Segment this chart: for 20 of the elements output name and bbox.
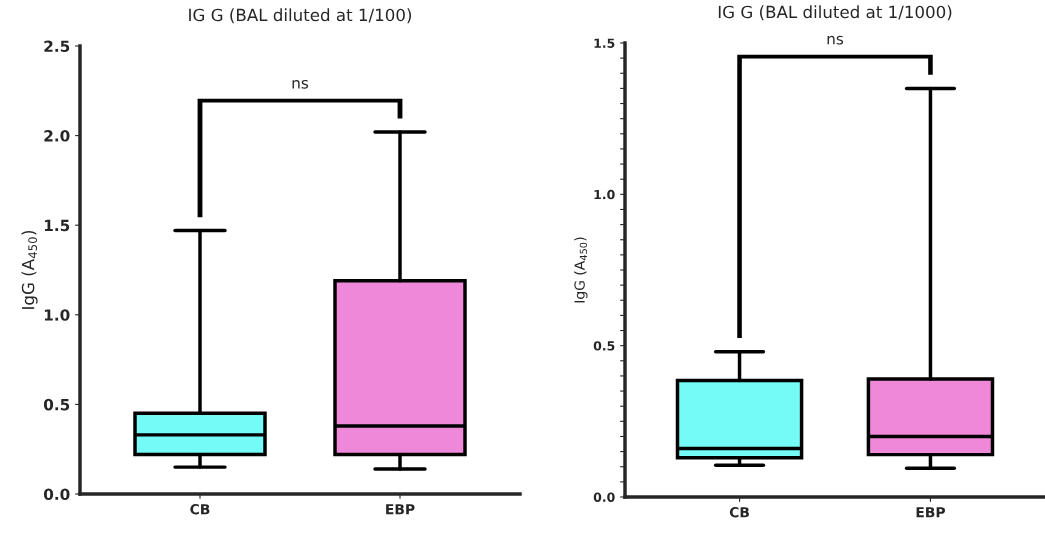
y-tick-label: 0.0: [593, 492, 615, 502]
x-tick-label: EBP: [916, 507, 946, 518]
y-tick-label: 0.0: [43, 488, 70, 501]
y-tick-label: 2.5: [44, 40, 70, 53]
y-axis-title: IgG (A$_{450}$): [21, 230, 38, 309]
annotation: ns: [292, 79, 309, 89]
y-tick-label: 2.0: [44, 130, 70, 142]
y-tick-label: 0.5: [43, 398, 70, 411]
y-tick-label: 0.5: [593, 341, 615, 351]
y-tick-label: 1.0: [594, 189, 615, 200]
y-tick-label: 1.5: [594, 38, 615, 48]
chart-title: IG G (BAL diluted at 1/100): [189, 8, 412, 24]
annotation: ns: [827, 35, 844, 45]
x-tick-label: CB: [729, 506, 749, 518]
y-tick-label: 1.5: [44, 219, 70, 232]
x-tick-label: EBP: [386, 504, 415, 515]
y-tick-label: 1.0: [44, 309, 70, 321]
chart-title: IG G (BAL diluted at 1/1000): [718, 5, 952, 21]
x-tick-label: CB: [190, 503, 210, 515]
y-axis-title: IgG (A$_{450}$): [574, 237, 588, 303]
